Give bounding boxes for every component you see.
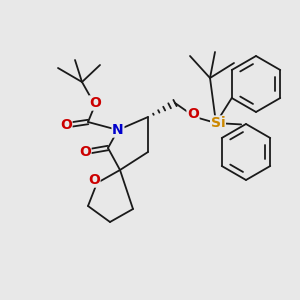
Text: O: O — [187, 107, 199, 121]
Text: O: O — [89, 96, 101, 110]
Text: O: O — [79, 145, 91, 159]
Text: Si: Si — [211, 116, 225, 130]
Text: O: O — [60, 118, 72, 132]
Text: N: N — [112, 123, 124, 137]
Text: O: O — [88, 173, 100, 187]
